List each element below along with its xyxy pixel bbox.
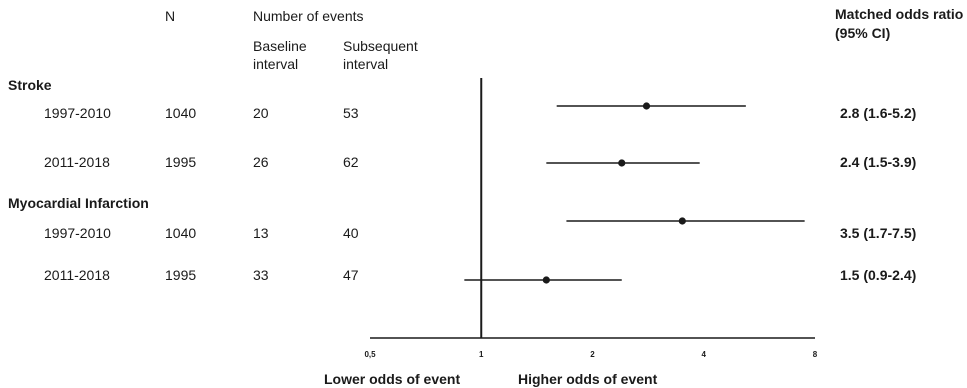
row-n: 1040 [165, 105, 197, 121]
row-n: 1995 [165, 267, 197, 283]
row-period: 2011-2018 [44, 154, 110, 170]
point-estimate [642, 102, 651, 110]
group-label-myocardial-infarction: Myocardial Infarction [8, 195, 149, 211]
point-estimate [678, 217, 686, 225]
row-odds-ratio: 3.5 (1.7-7.5) [840, 225, 917, 241]
header-matched-odds-ratio: Matched odds ratio (95% CI) [835, 5, 963, 43]
row-odds-ratio: 2.8 (1.6-5.2) [840, 105, 917, 121]
group-label-stroke: Stroke [8, 77, 52, 93]
row-period: 1997-2010 [44, 225, 111, 241]
header-subsequent-line2: interval [343, 56, 389, 72]
x-tick-label: 0,5 [364, 350, 376, 359]
header-odds-line1: Matched odds ratio [835, 6, 964, 22]
row-baseline-events: 13 [253, 225, 269, 241]
header-baseline-interval: Baseline interval [253, 37, 307, 73]
row-subsequent-events: 47 [343, 267, 359, 283]
header-odds-line2: (95% CI) [835, 25, 891, 41]
higher-odds-label: Higher odds of event [518, 371, 658, 387]
point-estimate [618, 159, 626, 167]
row-period: 2011-2018 [44, 267, 110, 283]
point-estimate [542, 276, 550, 284]
row-odds-ratio: 2.4 (1.5-3.9) [840, 154, 917, 170]
row-baseline-events: 33 [253, 267, 269, 283]
row-period: 1997-2010 [44, 105, 111, 121]
header-number-of-events: Number of events [253, 8, 364, 24]
x-tick-label: 1 [479, 350, 484, 359]
header-baseline-line2: interval [253, 56, 299, 72]
header-baseline-line1: Baseline [253, 38, 307, 54]
header-n: N [165, 8, 176, 24]
header-subsequent-line1: Subsequent [343, 38, 418, 54]
row-n: 1040 [165, 225, 197, 241]
row-n: 1995 [165, 154, 197, 170]
row-subsequent-events: 53 [343, 105, 359, 121]
row-odds-ratio: 1.5 (0.9-2.4) [840, 267, 917, 283]
row-subsequent-events: 62 [343, 154, 359, 170]
row-baseline-events: 20 [253, 105, 269, 121]
lower-odds-label: Lower odds of event [324, 371, 461, 387]
header-subsequent-interval: Subsequent interval [343, 37, 418, 73]
row-baseline-events: 26 [253, 154, 269, 170]
x-tick-label: 8 [813, 350, 818, 359]
row-subsequent-events: 40 [343, 225, 359, 241]
x-tick-label: 4 [702, 350, 707, 359]
x-axis: 0,5 1 2 4 8 [364, 78, 818, 359]
forest-marks [464, 102, 805, 284]
x-tick-label: 2 [590, 350, 595, 359]
